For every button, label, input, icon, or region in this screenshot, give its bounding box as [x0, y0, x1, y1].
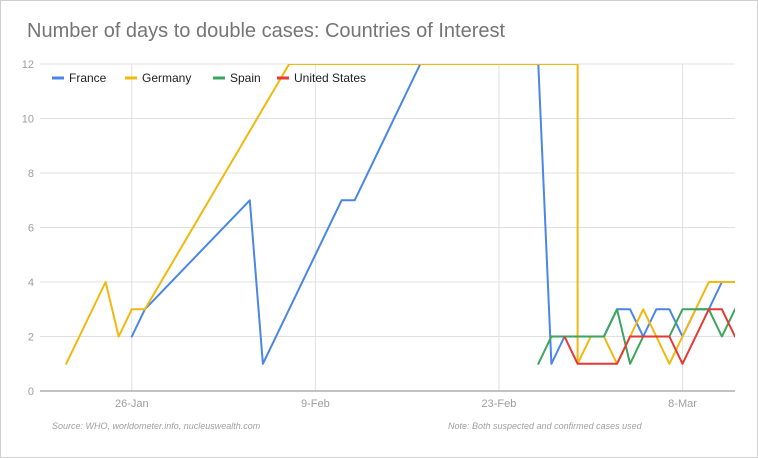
- gridlines: [40, 63, 735, 391]
- legend-label-germany: Germany: [142, 71, 191, 85]
- axes: 0 2 4 6 8 10 12 26-Jan 9-Feb 23-Feb 8-Mar: [22, 59, 735, 410]
- legend-label-france: France: [69, 71, 107, 85]
- x-tick-label: 9-Feb: [301, 398, 330, 410]
- y-tick-label: 6: [28, 223, 34, 235]
- chart-title: Number of days to double cases: Countrie…: [27, 20, 506, 42]
- x-tick-label: 26-Jan: [115, 398, 149, 410]
- legend-label-united-states: United States: [294, 71, 366, 85]
- y-tick-label: 4: [28, 277, 34, 289]
- series-lines: [65, 64, 735, 365]
- series-line-france: [130, 64, 735, 365]
- y-tick-label: 12: [22, 59, 34, 71]
- series-line-germany: [65, 64, 735, 365]
- x-tick-label: 23-Feb: [482, 398, 517, 410]
- data-note: Note: Both suspected and confirmed cases…: [448, 421, 642, 431]
- series-line-spain: [537, 308, 735, 365]
- source-note: Source: WHO, worldometer.info, nucleuswe…: [52, 421, 261, 431]
- y-tick-label: 8: [28, 168, 34, 180]
- legend: France Germany Spain United States: [52, 71, 366, 85]
- legend-label-spain: Spain: [230, 71, 261, 85]
- y-tick-label: 0: [28, 386, 34, 398]
- x-tick-label: 8-Mar: [668, 398, 697, 410]
- y-tick-label: 10: [22, 114, 34, 126]
- y-tick-label: 2: [28, 332, 34, 344]
- series-line-united-states: [563, 308, 735, 365]
